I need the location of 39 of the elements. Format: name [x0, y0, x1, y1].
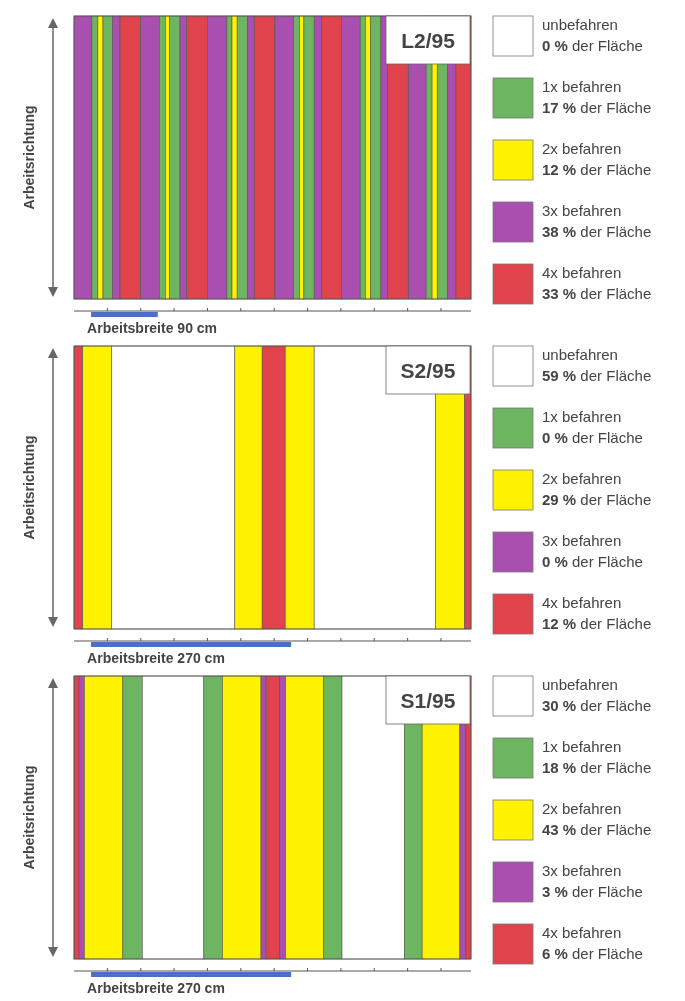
data-label: 18 % der Fläche [542, 759, 652, 776]
category-label: 3x befahren [542, 862, 622, 879]
y-axis-title: Arbeitsrichtung [21, 105, 37, 210]
category-label: 3x befahren [542, 202, 622, 219]
data-label: 29 % der Fläche [542, 491, 652, 508]
category-label: 2x befahren [542, 800, 622, 817]
data-label: 6 % der Fläche [542, 945, 643, 962]
category-label: unbefahren [542, 676, 618, 693]
category-label: 4x befahren [542, 264, 622, 281]
category-label: 1x befahren [542, 738, 622, 755]
category-label: unbefahren [542, 346, 618, 363]
text: Arbeitsbreite 270 cm [87, 980, 225, 996]
category-label: 2x befahren [542, 470, 622, 487]
y-axis-title: Arbeitsrichtung [21, 765, 37, 870]
data-label: 43 % der Fläche [542, 821, 652, 838]
text: Arbeitsbreite 90 cm [87, 320, 218, 336]
text: L2/95 [401, 29, 456, 52]
data-label: 0 % der Fläche [542, 429, 643, 446]
data-label: 0 % der Fläche [542, 37, 643, 54]
text: Arbeitsbreite 270 cm [87, 650, 225, 666]
data-label: 33 % der Fläche [542, 285, 652, 302]
category-label: 4x befahren [542, 594, 622, 611]
text: S1/95 [400, 689, 456, 712]
data-label: 12 % der Fläche [542, 161, 652, 178]
data-label: 38 % der Fläche [542, 223, 652, 240]
data-label: 59 % der Fläche [542, 367, 652, 384]
data-label: 17 % der Fläche [542, 99, 652, 116]
data-label: 12 % der Fläche [542, 615, 652, 632]
category-label: unbefahren [542, 16, 618, 33]
text: S2/95 [400, 359, 456, 382]
data-label: 30 % der Fläche [542, 697, 652, 714]
category-label: 4x befahren [542, 924, 622, 941]
data-label: 3 % der Fläche [542, 883, 643, 900]
y-axis-title: Arbeitsrichtung [21, 435, 37, 540]
category-label: 1x befahren [542, 78, 622, 95]
category-label: 1x befahren [542, 408, 622, 425]
category-label: 3x befahren [542, 532, 622, 549]
category-label: 2x befahren [542, 140, 622, 157]
data-label: 0 % der Fläche [542, 553, 643, 570]
